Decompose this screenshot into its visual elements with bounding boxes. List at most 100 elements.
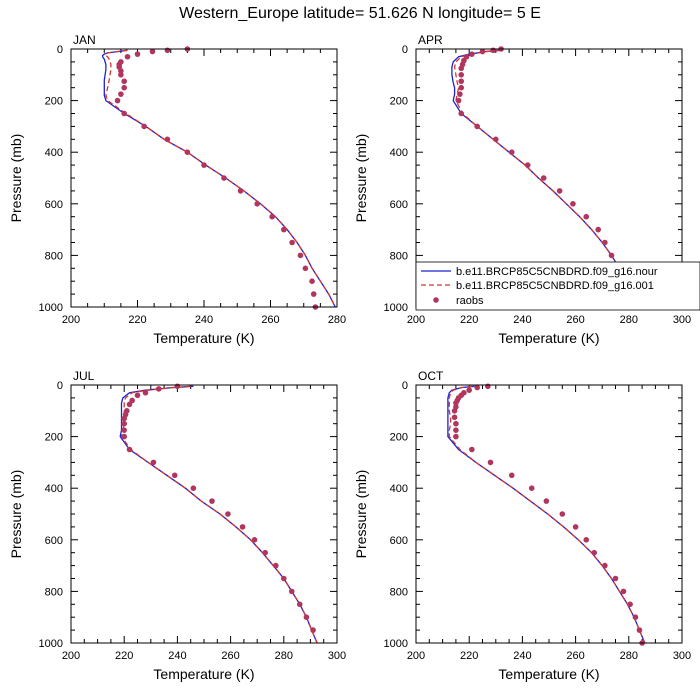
raobs-point <box>209 498 215 504</box>
raobs-point <box>474 384 480 391</box>
series-line-nour <box>101 49 336 308</box>
series-line-nour <box>447 385 646 644</box>
raobs-point <box>310 627 316 633</box>
raobs-point <box>281 575 287 582</box>
raobs-point <box>479 48 486 55</box>
legend-box <box>415 261 700 311</box>
raobs-point <box>251 537 258 543</box>
raobs-point <box>572 524 579 530</box>
raobs-point <box>121 427 127 433</box>
raobs-point <box>121 433 127 440</box>
panel-title: JAN <box>73 33 96 47</box>
x-tick-label: 280 <box>275 650 293 662</box>
x-tick-label: 260 <box>566 314 584 326</box>
series-line-001 <box>448 385 646 644</box>
raobs-point <box>121 110 127 117</box>
raobs-point <box>124 53 131 60</box>
y-tick-label: 1000 <box>39 302 63 314</box>
y-tick-label: 600 <box>390 199 408 211</box>
raobs-point <box>184 149 191 155</box>
raobs-point <box>595 226 602 233</box>
x-tick-label: 260 <box>261 314 279 326</box>
raobs-point <box>149 48 156 55</box>
panel-title: APR <box>418 33 443 47</box>
raobs-point <box>126 401 133 408</box>
raobs-point <box>458 65 465 72</box>
raobs-point <box>469 51 475 57</box>
raobs-point <box>540 175 547 181</box>
x-tick-label: 200 <box>407 314 425 326</box>
raobs-point <box>543 498 550 504</box>
raobs-point <box>627 601 633 608</box>
y-tick-label: 200 <box>45 96 63 108</box>
chart-panel-oct: 200 220 240 260 280 300 0 200 400 600 800 1000 Tempe… <box>353 369 691 682</box>
chart-panel-jul: 200 220 240 260 280 300 0 200 400 600 800 1000 Tempe… <box>8 369 346 682</box>
raobs-point <box>458 78 465 85</box>
y-tick-label: 0 <box>402 44 408 56</box>
legend-label: b.e11.BRCP85C5CNBDRD.f09_g16.nour <box>456 266 658 278</box>
raobs-point <box>453 433 459 440</box>
plot-frame <box>70 48 338 308</box>
y-tick-label: 1000 <box>384 638 408 650</box>
x-tick-label: 300 <box>328 650 346 662</box>
x-axis-label: Temperature (K) <box>498 666 599 682</box>
legend-label: b.e11.BRCP85C5CNBDRD.f09_g16.001 <box>456 280 654 292</box>
raobs-point <box>296 601 303 608</box>
x-tick-label: 220 <box>128 314 146 326</box>
y-tick-label: 200 <box>390 432 408 444</box>
x-tick-label: 220 <box>460 650 478 662</box>
raobs-point <box>620 588 627 595</box>
raobs-point <box>126 446 133 453</box>
y-tick-label: 200 <box>45 432 63 444</box>
raobs-point <box>458 84 465 91</box>
raobs-point <box>134 51 141 57</box>
raobs-point <box>281 226 287 233</box>
y-tick-label: 0 <box>57 380 63 392</box>
raobs-point <box>155 386 162 392</box>
x-tick-label: 300 <box>673 650 691 662</box>
raobs-point <box>262 549 268 556</box>
y-tick-label: 400 <box>390 483 408 495</box>
raobs-point <box>591 549 598 556</box>
raobs-point <box>485 383 491 390</box>
raobs-point <box>453 427 459 433</box>
plot-frame <box>70 384 338 644</box>
raobs-point <box>141 123 147 130</box>
figure-title: Western_Europe latitude= 51.626 N longit… <box>179 5 541 22</box>
raobs-point <box>458 110 465 117</box>
raobs-point <box>174 383 181 390</box>
raobs-point <box>297 252 304 259</box>
raobs-point <box>487 459 494 466</box>
raobs-point <box>490 47 496 54</box>
raobs-point <box>455 97 462 104</box>
raobs-point <box>453 400 459 406</box>
raobs-point <box>121 415 127 422</box>
y-tick-label: 800 <box>390 586 408 598</box>
raobs-point <box>451 414 458 421</box>
raobs-point <box>636 627 643 633</box>
raobs-point <box>570 201 576 207</box>
raobs-point <box>508 472 515 479</box>
x-tick-label: 220 <box>115 650 133 662</box>
raobs-point <box>269 213 275 220</box>
y-tick-label: 1000 <box>384 302 408 314</box>
raobs-point <box>583 213 590 220</box>
raobs-point <box>134 392 141 399</box>
raobs-point <box>612 575 619 582</box>
x-tick-label: 240 <box>195 314 213 326</box>
x-tick-label: 240 <box>513 650 531 662</box>
legend-marker-raobs <box>433 297 439 303</box>
raobs-point <box>583 537 590 543</box>
raobs-point <box>528 485 535 492</box>
raobs-point <box>273 562 279 569</box>
raobs-point <box>164 136 171 143</box>
raobs-point <box>524 162 531 168</box>
raobs-point <box>602 562 608 569</box>
raobs-point <box>114 97 121 104</box>
x-tick-label: 200 <box>62 650 80 662</box>
raobs-point <box>190 485 197 492</box>
y-tick-label: 600 <box>390 535 408 547</box>
y-tick-label: 400 <box>390 147 408 159</box>
raobs-point <box>237 188 244 194</box>
